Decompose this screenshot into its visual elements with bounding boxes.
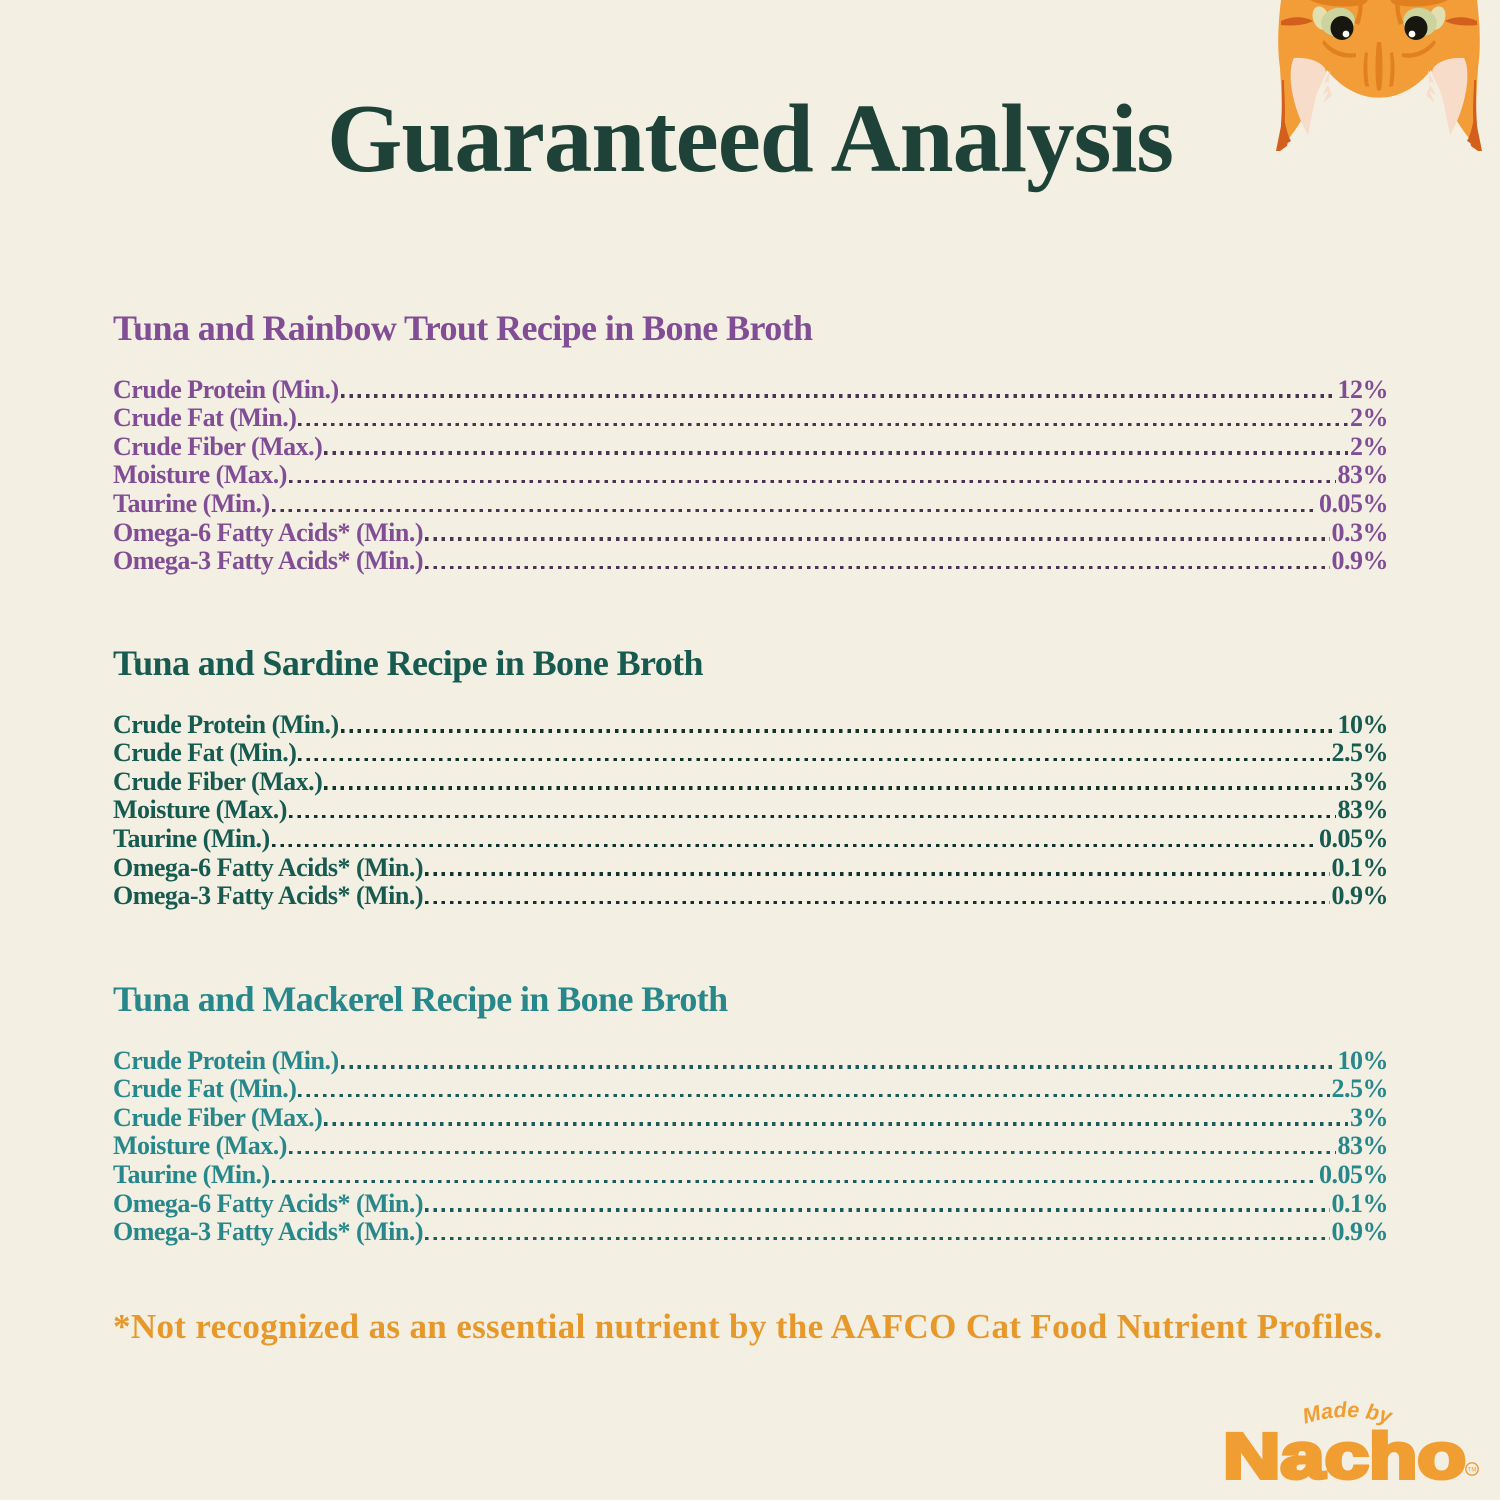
svg-text:TM: TM [1468,1468,1477,1474]
svg-text:Nacho: Nacho [1223,1420,1466,1492]
